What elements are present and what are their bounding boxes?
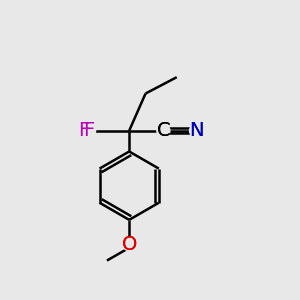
Circle shape — [123, 238, 136, 251]
Text: N: N — [189, 121, 203, 140]
Circle shape — [157, 124, 170, 137]
Text: N: N — [189, 121, 203, 140]
Circle shape — [190, 124, 202, 137]
Circle shape — [82, 124, 96, 137]
Text: C: C — [157, 121, 170, 140]
Text: C: C — [157, 121, 170, 140]
Text: F: F — [78, 121, 89, 140]
Text: O: O — [122, 235, 137, 254]
Text: O: O — [122, 235, 137, 254]
Text: F: F — [83, 121, 95, 140]
